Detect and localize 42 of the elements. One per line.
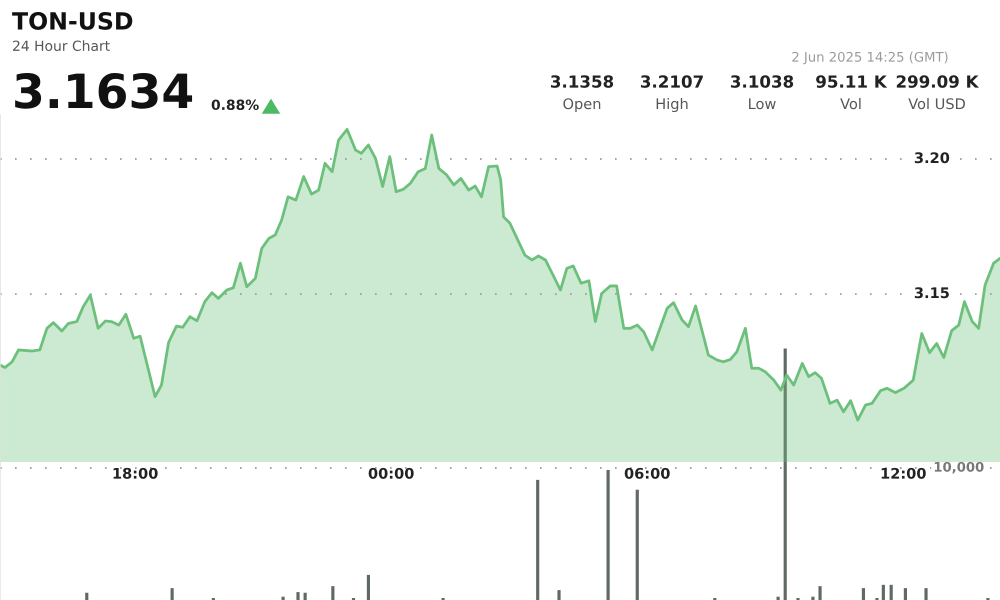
bar (85, 592, 88, 600)
bar (882, 584, 885, 600)
text: 95.11 K (816, 75, 888, 88)
y-tick-label: 3.20 (914, 152, 950, 164)
bar (170, 588, 174, 600)
bar (557, 590, 561, 600)
text: Open (563, 98, 600, 112)
bar (536, 480, 540, 600)
bar (606, 470, 610, 600)
text: Low (749, 98, 776, 110)
text: Vol (840, 98, 861, 110)
x-tick-label: 06:00 (624, 468, 670, 479)
text: 3.1358 (550, 75, 614, 88)
bar (366, 574, 370, 600)
bar (784, 348, 787, 600)
chart-subtitle: 24 Hour Chart (13, 40, 110, 52)
bar (331, 586, 334, 600)
y-tick-label: 10,000 (934, 462, 984, 474)
x-tick-label: 18:00 (114, 468, 158, 479)
chart-title: TON-USD (12, 12, 132, 30)
bar (862, 588, 866, 600)
bar (811, 596, 815, 600)
text: 3.1634 (15, 72, 192, 109)
bar (636, 490, 639, 600)
bar (296, 592, 300, 600)
text: 3.1038 (730, 75, 794, 88)
bar (904, 588, 907, 600)
y-tick-label: 3.15 (914, 287, 949, 298)
bar (281, 596, 285, 600)
text: High (656, 98, 688, 112)
bar (776, 596, 780, 600)
x-tick-label: 00:00 (368, 468, 414, 479)
text: 2 Jun 2025 14:25 (GMT) (792, 52, 948, 64)
bar (890, 584, 893, 600)
x-tick-label: 12:00 (882, 468, 926, 479)
bar (818, 586, 822, 600)
text: 0.88% (212, 100, 259, 110)
bar (304, 592, 307, 600)
bar (924, 588, 928, 600)
text: Vol USD (908, 98, 965, 110)
text: 3.2107 (640, 75, 703, 88)
text: 299.09 K (896, 75, 980, 88)
